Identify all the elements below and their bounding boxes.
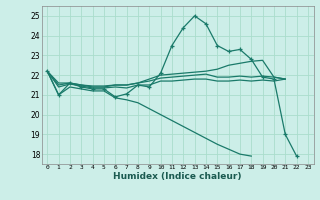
X-axis label: Humidex (Indice chaleur): Humidex (Indice chaleur) (113, 172, 242, 181)
